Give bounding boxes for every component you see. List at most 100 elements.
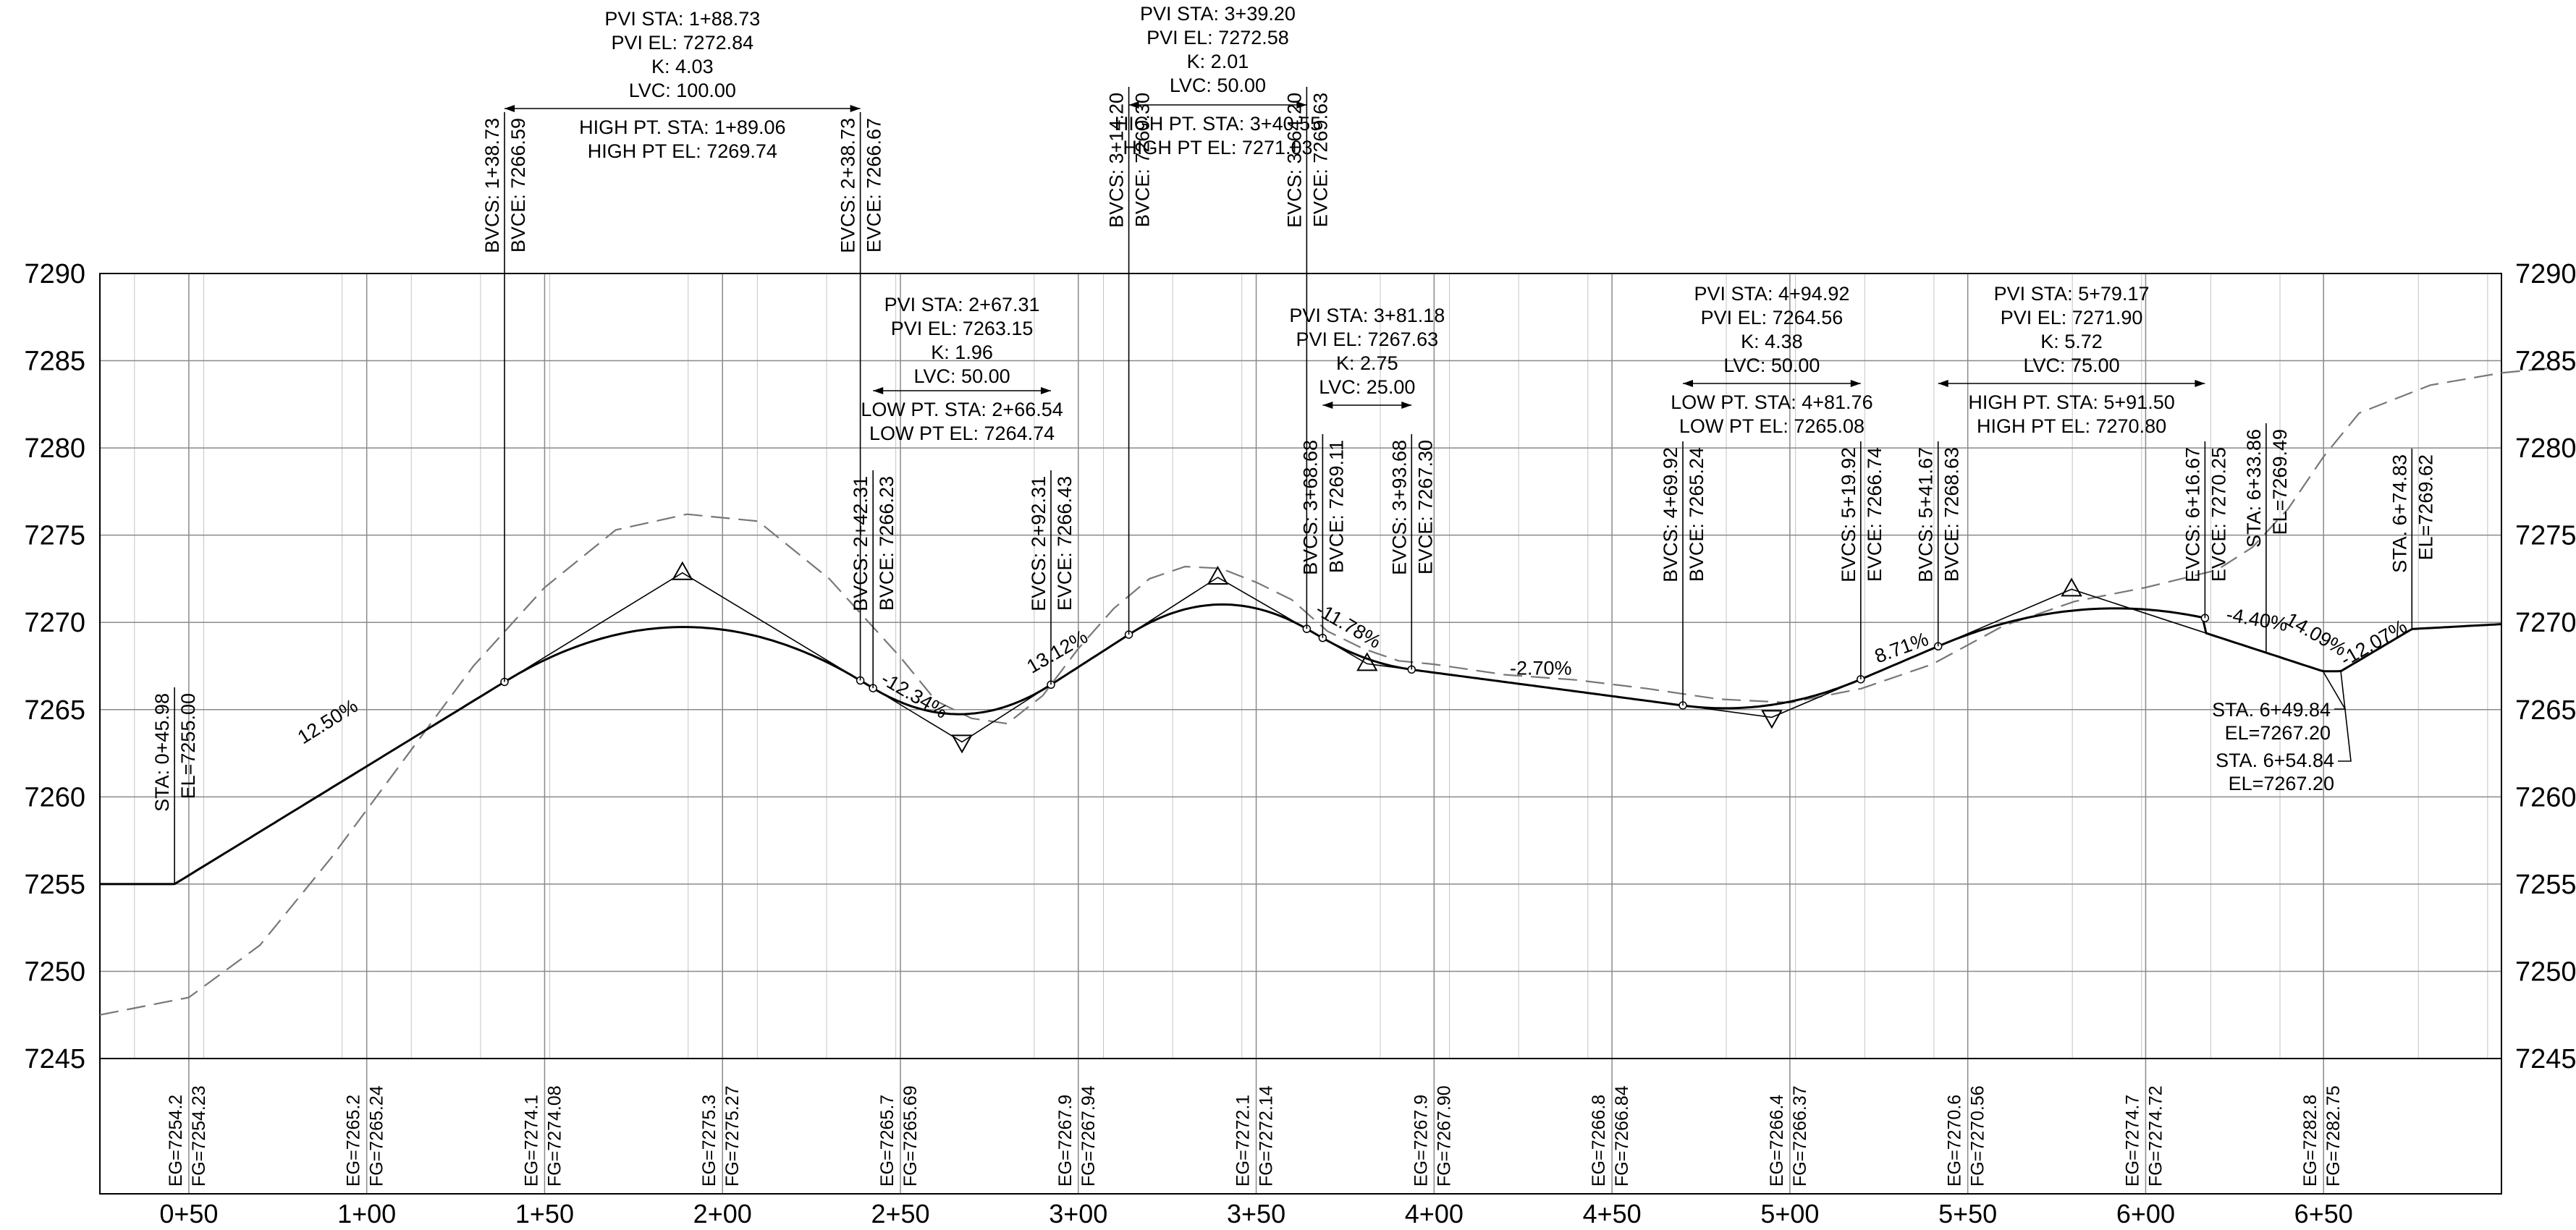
pvi-info-line: LVC: 75.00 xyxy=(2024,355,2120,376)
pvi-info-line: PVI EL: 7263.15 xyxy=(891,318,1034,339)
pvi-info-line: HIGH PT EL: 7269.74 xyxy=(588,140,777,162)
y-tick-label-left: 7280 xyxy=(24,433,85,464)
vc-elevation-label: BVCE: 7265.24 xyxy=(1686,447,1707,582)
vc-station-label: STA. 6+74.83 xyxy=(2389,454,2410,573)
vc-elevation-label: BVCE: 7266.59 xyxy=(507,118,529,253)
pvi-info-line: LOW PT. STA: 2+66.54 xyxy=(861,399,1063,420)
vc-station-label: BVCS: 1+38.73 xyxy=(481,118,503,253)
pvi-triangle-icon xyxy=(1207,565,1229,585)
pvi-info-line: PVI STA: 3+81.18 xyxy=(1289,305,1445,326)
vc-elevation-label: EL=7255.00 xyxy=(177,693,199,799)
pvi-info-line: LVC: 100.00 xyxy=(629,80,736,101)
x-tick-label: 4+50 xyxy=(1583,1199,1642,1229)
pvi-info-line: PVI EL: 7272.84 xyxy=(611,32,753,54)
vc-station-label: BVCS: 5+41.67 xyxy=(1915,447,1937,582)
band-eg-label: EG=7267.9 xyxy=(1055,1095,1076,1187)
band-fg-label: FG=7267.90 xyxy=(1434,1085,1454,1187)
x-tick-label: 5+00 xyxy=(1760,1199,1819,1229)
grade-label: -2.70% xyxy=(1510,658,1572,679)
band-fg-label: FG=7275.27 xyxy=(722,1085,743,1187)
vc-station-label: BVCS: 4+69.92 xyxy=(1660,447,1681,582)
band-eg-label: EG=7266.8 xyxy=(1589,1095,1609,1187)
vc-station-label: STA: 6+33.86 xyxy=(2243,429,2265,548)
pvi-info-line: LVC: 25.00 xyxy=(1319,376,1415,398)
pvi-triangle-icon xyxy=(2061,577,2082,597)
vc-elevation-label: BVCE: 7269.11 xyxy=(1325,440,1347,573)
x-tick-label: 1+00 xyxy=(337,1199,396,1229)
profile-grid xyxy=(99,273,2502,1195)
band-fg-label: FG=7282.75 xyxy=(2323,1085,2344,1187)
y-tick-label-right: 7285 xyxy=(2515,347,2576,377)
pvi-info-line: HIGH PT EL: 7271.03 xyxy=(1123,137,1312,158)
finished-grade-line xyxy=(100,603,2502,886)
band-fg-label: FG=7266.37 xyxy=(1790,1085,1810,1187)
band-fg-label: FG=7267.94 xyxy=(1078,1085,1099,1187)
y-tick-label-left: 7255 xyxy=(24,870,85,900)
vc-station-label: STA: 0+45.98 xyxy=(151,693,173,812)
pvi-info-line: LOW PT. STA: 4+81.76 xyxy=(1671,391,1872,413)
y-tick-label-left: 7270 xyxy=(24,608,85,638)
vc-station-label: EVCS: 2+92.31 xyxy=(1028,476,1050,611)
vc-elevation-label: EVCE: 7266.74 xyxy=(1864,447,1885,582)
pvi-info-line: K: 2.75 xyxy=(1336,352,1398,374)
pvi-info-line: HIGH PT. STA: 1+89.06 xyxy=(579,116,785,138)
vc-elevation-label: EVCE: 7270.25 xyxy=(2208,447,2229,582)
pvi-info-line: HIGH PT. STA: 5+91.50 xyxy=(1968,391,2174,413)
x-tick-label: 5+50 xyxy=(1938,1199,1997,1229)
vc-elevation-label: BVCE: 7266.23 xyxy=(876,476,898,611)
pvi-info-line: K: 2.01 xyxy=(1187,51,1249,72)
y-tick-label-right: 7260 xyxy=(2515,782,2576,813)
pvi-info-line: PVI EL: 7264.56 xyxy=(1701,307,1844,328)
pvi-info-line: K: 4.38 xyxy=(1741,331,1803,352)
y-tick-label-right: 7250 xyxy=(2515,957,2576,987)
y-tick-label-right: 7255 xyxy=(2515,870,2576,900)
profile-lines xyxy=(99,367,2555,1016)
pvi-info-line: PVI EL: 7271.90 xyxy=(2001,307,2143,328)
x-tick-label: 2+50 xyxy=(871,1199,929,1229)
x-tick-label: 1+50 xyxy=(515,1199,574,1229)
pvi-triangle-icon xyxy=(951,734,973,754)
vc-elevation-label: BVCE: 7268.63 xyxy=(1941,447,1963,582)
pvi-info-line: LVC: 50.00 xyxy=(914,365,1010,387)
x-tick-label: 4+00 xyxy=(1405,1199,1464,1229)
band-eg-label: EG=7254.2 xyxy=(166,1095,186,1187)
y-tick-label-right: 7265 xyxy=(2515,695,2576,726)
pvi-info-line: PVI STA: 1+88.73 xyxy=(604,8,760,30)
pvi-triangle-icon xyxy=(1356,652,1378,671)
pvi-info-line: PVI EL: 7267.63 xyxy=(1296,328,1438,350)
band-fg-label: FG=7265.24 xyxy=(367,1085,387,1187)
band-fg-label: FG=7272.14 xyxy=(1257,1085,1277,1187)
pvi-triangle-icon xyxy=(1761,710,1783,729)
callout-elevation: EL=7267.20 xyxy=(2225,722,2331,744)
x-tick-label: 3+50 xyxy=(1227,1199,1285,1229)
vc-station-label: BVCS: 2+42.31 xyxy=(850,476,871,611)
vc-elevation-label: EVCE: 7269.63 xyxy=(1309,93,1331,227)
vc-station-label: EVCS: 5+19.92 xyxy=(1838,447,1859,582)
vc-station-label: EVCS: 3+93.68 xyxy=(1388,440,1410,575)
y-tick-label-left: 7250 xyxy=(24,957,85,987)
existing-ground-line xyxy=(99,367,2555,1016)
y-tick-label-left: 7260 xyxy=(24,782,85,813)
vc-station-label: EVCS: 3+64.20 xyxy=(1283,93,1305,228)
band-eg-label: EG=7274.7 xyxy=(2122,1095,2142,1187)
vc-station-label: EVCS: 2+38.73 xyxy=(837,118,859,253)
band-fg-label: FG=7274.72 xyxy=(2145,1085,2166,1187)
y-tick-label-left: 7285 xyxy=(24,347,85,377)
pvi-info-line: K: 1.96 xyxy=(931,342,993,363)
y-tick-label-right: 7280 xyxy=(2515,433,2576,464)
band-fg-label: FG=7266.84 xyxy=(1612,1085,1632,1187)
band-eg-label: EG=7274.1 xyxy=(521,1095,541,1187)
callout-station: STA. 6+54.84 xyxy=(2216,750,2334,771)
vc-station-label: BVCS: 3+68.68 xyxy=(1299,440,1321,575)
pvi-info-line: PVI EL: 7272.58 xyxy=(1146,27,1289,48)
band-fg-label: FG=7270.56 xyxy=(1968,1085,1988,1187)
x-tick-label: 6+50 xyxy=(2294,1199,2353,1229)
band-eg-label: EG=7272.1 xyxy=(1233,1095,1254,1187)
pvi-triangle-icon xyxy=(672,561,693,580)
profile-frame xyxy=(99,273,2502,1195)
callout-elevation: EL=7267.20 xyxy=(2229,773,2334,794)
x-tick-label: 2+00 xyxy=(693,1199,752,1229)
pvi-info-line: PVI STA: 2+67.31 xyxy=(884,294,1040,315)
y-tick-label-left: 7290 xyxy=(24,259,85,289)
